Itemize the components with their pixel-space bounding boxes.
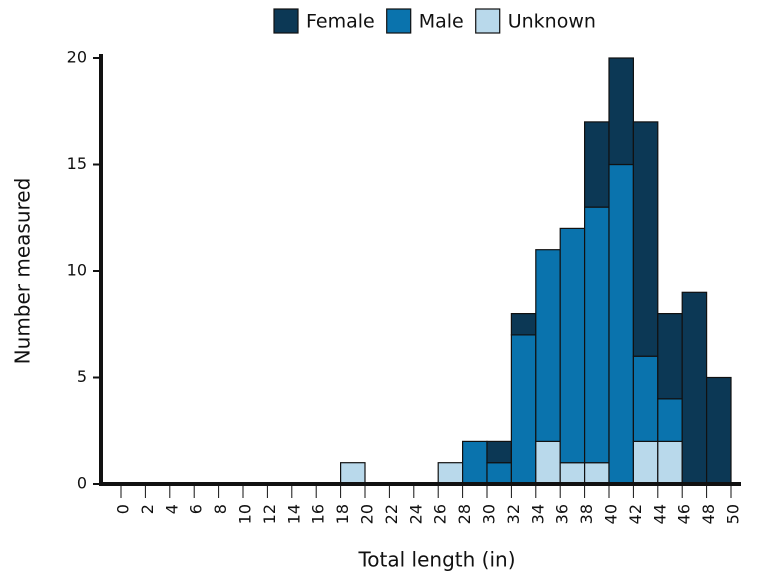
legend-label: Female — [306, 11, 375, 33]
bar-segment — [583, 462, 610, 485]
x-tick-label: 42 — [626, 504, 645, 524]
y-tick-label: 5 — [77, 367, 87, 386]
legend-swatch — [475, 8, 501, 34]
bar-segment — [486, 440, 512, 464]
y-tick-label: 15 — [67, 154, 87, 173]
x-tick-label: 22 — [382, 504, 401, 524]
x-tick-label: 44 — [650, 504, 669, 524]
bar-segment — [510, 313, 537, 336]
x-tick-label: 0 — [114, 504, 133, 514]
bar-segment — [632, 121, 659, 357]
legend-swatch — [386, 8, 412, 34]
x-tick-label: 6 — [187, 504, 206, 514]
x-tick-label: 2 — [138, 504, 157, 514]
bar-segment — [486, 462, 512, 485]
x-tick-label: 50 — [724, 504, 743, 524]
y-axis-label: Number measured — [11, 178, 35, 365]
x-tick-label: 4 — [162, 504, 181, 514]
bar-segment — [657, 313, 683, 400]
bar-segment — [510, 334, 537, 485]
bar-segment — [632, 355, 659, 443]
x-tick-label: 38 — [577, 504, 596, 524]
bar-segment — [535, 440, 561, 485]
bar-segment — [462, 440, 488, 485]
y-tick-label: 10 — [67, 261, 87, 280]
bar-segment — [583, 206, 610, 464]
x-tick-label: 20 — [358, 504, 377, 524]
x-tick-label: 10 — [236, 504, 255, 524]
legend-label: Male — [419, 11, 464, 33]
bar-segment — [340, 462, 366, 485]
legend-swatch — [273, 8, 299, 34]
legend-label: Unknown — [508, 11, 596, 33]
x-tick-label: 12 — [260, 504, 279, 524]
y-tick-label: 20 — [67, 48, 87, 67]
bar-segment — [559, 227, 586, 464]
bar-segment — [657, 398, 683, 442]
bar-segment — [559, 462, 586, 485]
bar-segment — [608, 163, 634, 485]
x-tick-label: 18 — [333, 504, 352, 524]
bar-segment — [583, 121, 610, 208]
x-axis-label: Total length (in) — [357, 548, 515, 572]
bar-segment — [681, 291, 708, 485]
x-tick-label: 30 — [480, 504, 499, 524]
bar-segment — [608, 57, 634, 166]
x-tick-label: 40 — [602, 504, 621, 524]
x-tick-label: 48 — [699, 504, 718, 524]
y-tick-label: 0 — [77, 474, 87, 493]
x-tick-label: 36 — [553, 504, 572, 524]
x-tick-label: 34 — [528, 504, 547, 524]
x-tick-label: 16 — [309, 504, 328, 524]
x-tick-label: 24 — [406, 504, 425, 524]
x-tick-label: 46 — [675, 504, 694, 524]
x-tick-label: 26 — [431, 504, 450, 524]
bar-segment — [632, 440, 659, 485]
bar-segment — [437, 462, 464, 485]
x-tick-label: 14 — [284, 504, 303, 524]
bar-segment — [705, 376, 732, 485]
x-tick-label: 8 — [211, 504, 230, 514]
bar-segment — [535, 249, 561, 442]
bar-segment — [657, 440, 683, 485]
x-tick-label: 28 — [455, 504, 474, 524]
x-tick-label: 32 — [504, 504, 523, 524]
